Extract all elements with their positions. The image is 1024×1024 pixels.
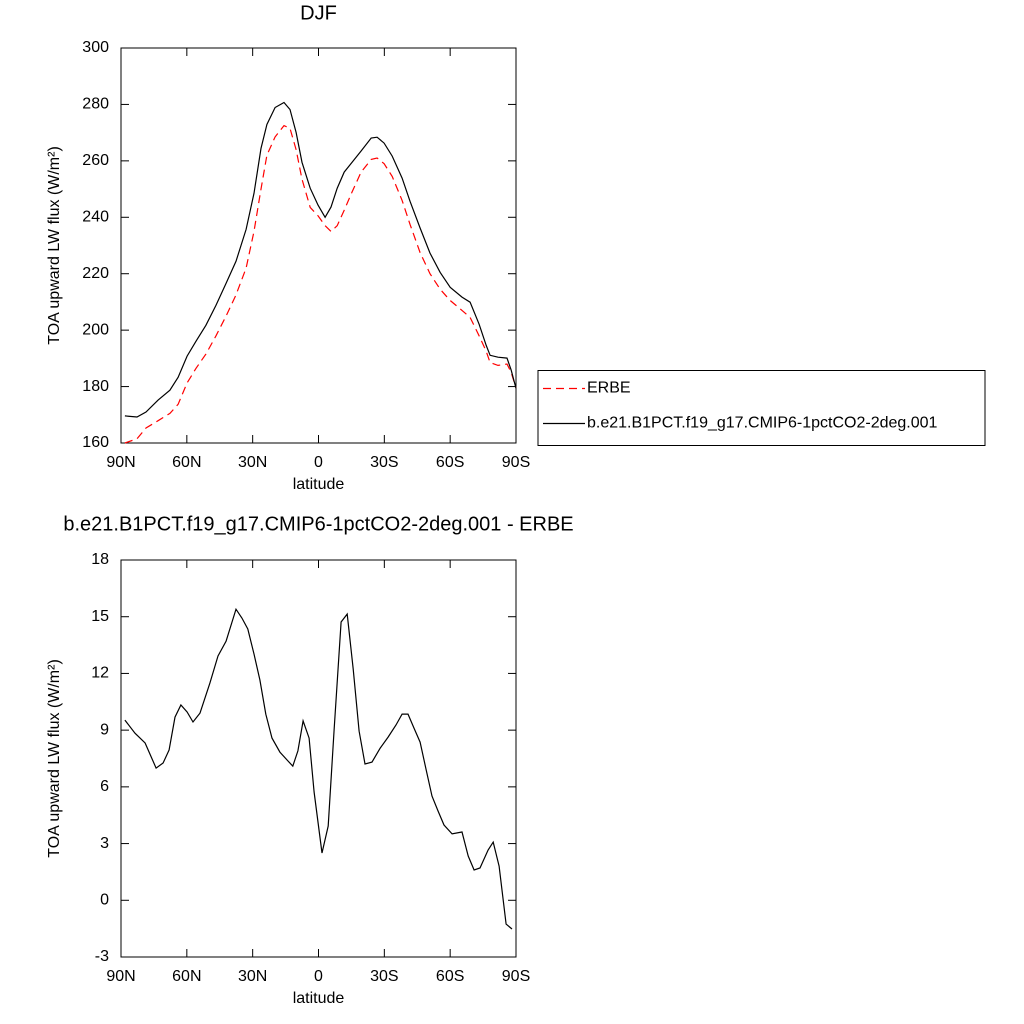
y-tick-label: 300	[82, 39, 109, 56]
y-tick-label: -3	[95, 948, 109, 965]
y-tick-label: 220	[82, 265, 109, 282]
y-tick-label: 18	[91, 551, 109, 568]
x-tick-label: 90S	[502, 454, 530, 471]
series-line	[124, 101, 517, 418]
chart-title: b.e21.B1PCT.f19_g17.CMIP6-1pctCO2-2deg.0…	[63, 513, 573, 535]
chart-title: DJF	[300, 2, 337, 24]
x-tick-label: 60S	[436, 454, 464, 471]
x-axis-label: latitude	[293, 990, 345, 1007]
x-axis-label: latitude	[293, 476, 345, 493]
legend-box	[537, 370, 986, 446]
series-line	[124, 124, 517, 444]
y-tick-label: 0	[100, 892, 109, 909]
y-tick-label: 200	[82, 321, 109, 338]
x-tick-label: 90N	[106, 968, 135, 985]
x-tick-label: 30N	[238, 968, 267, 985]
x-tick-label: 90N	[106, 454, 135, 471]
x-tick-label: 0	[314, 454, 323, 471]
x-tick-label: 30S	[370, 968, 398, 985]
y-tick-label: 260	[82, 152, 109, 169]
legend-label: b.e21.B1PCT.f19_g17.CMIP6-1pctCO2-2deg.0…	[587, 415, 938, 432]
y-axis-label: TOA upward LW flux (W/m²)	[46, 146, 63, 345]
y-tick-label: 160	[82, 434, 109, 451]
y-tick-label: 280	[82, 96, 109, 113]
y-tick-label: 12	[91, 665, 109, 682]
y-tick-label: 180	[82, 378, 109, 395]
x-tick-label: 60N	[172, 968, 201, 985]
x-tick-label: 0	[314, 968, 323, 985]
plot-frame	[120, 47, 517, 444]
x-tick-label: 30N	[238, 454, 267, 471]
legend-label: ERBE	[587, 380, 631, 397]
series-line	[124, 607, 513, 930]
x-tick-label: 30S	[370, 454, 398, 471]
y-tick-label: 3	[100, 835, 109, 852]
plot-frame	[120, 559, 517, 958]
y-tick-label: 9	[100, 721, 109, 738]
y-tick-label: 6	[100, 778, 109, 795]
y-axis-label: TOA upward LW flux (W/m²)	[46, 659, 63, 858]
x-tick-label: 90S	[502, 968, 530, 985]
y-tick-label: 15	[91, 608, 109, 625]
x-tick-label: 60S	[436, 968, 464, 985]
x-tick-label: 60N	[172, 454, 201, 471]
y-tick-label: 240	[82, 209, 109, 226]
